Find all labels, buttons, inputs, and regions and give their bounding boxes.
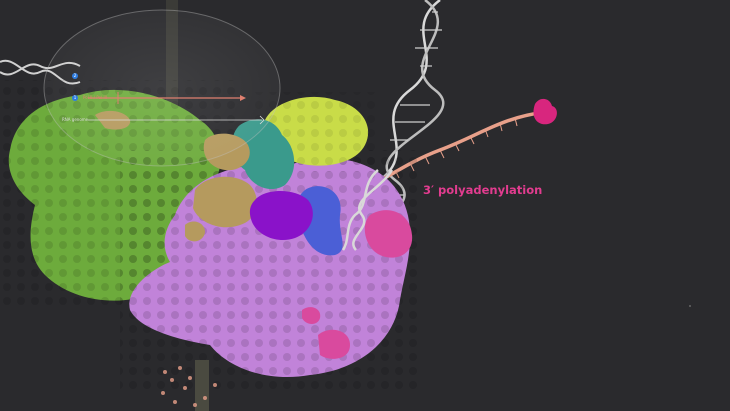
step-badge-1: 1: [72, 95, 78, 101]
dna-foreground: [341, 169, 394, 251]
polyadenylation-label: 3′ polyadenylation: [423, 183, 543, 197]
magenta-subunit: [302, 210, 413, 359]
marker-label-b: RNA genome: [62, 117, 89, 122]
marker-label-a: Pol II / Pol III: [83, 95, 107, 100]
magnifier-lens: [43, 9, 281, 167]
rna-cap: [533, 98, 557, 125]
purple-subunit: [249, 191, 313, 241]
step-badge-2: 2: [72, 73, 78, 79]
bottom-debris: [161, 360, 217, 411]
